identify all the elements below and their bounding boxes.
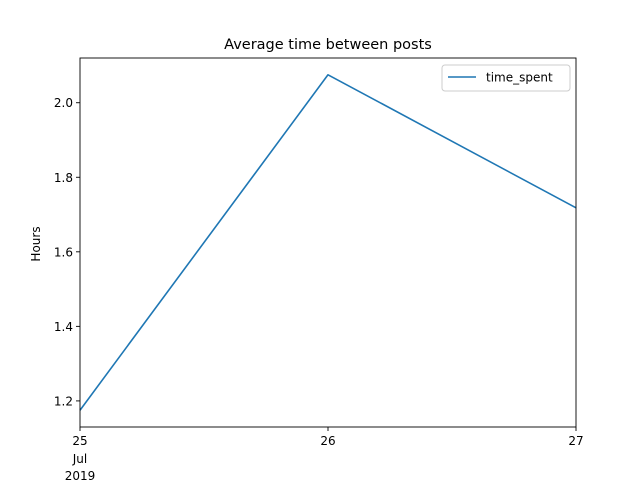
series-line [79, 73, 577, 411]
plot-area: 1.2 1.4 1.6 1.8 2.0 25 Jul 2019 26 27 [54, 57, 584, 480]
x-tick-sublabel-month: Jul [72, 452, 87, 466]
legend: time_spent [441, 64, 571, 92]
y-axis-label: Hours [29, 226, 43, 261]
legend-box [441, 64, 571, 92]
chart-title: Average time between posts [224, 37, 432, 53]
x-tick-label: 26 [320, 434, 335, 448]
y-tick-label: 1.6 [54, 245, 73, 259]
y-tick-label: 2.0 [54, 96, 73, 110]
legend-label: time_spent [486, 71, 553, 85]
x-tick-label: 25 [72, 434, 87, 448]
y-tick-label: 1.4 [54, 320, 73, 334]
x-tick-label: 27 [568, 434, 583, 448]
y-tick-label: 1.8 [54, 171, 73, 185]
y-tick-label: 1.2 [54, 394, 73, 408]
x-tick-sublabel-year: 2019 [65, 469, 96, 480]
